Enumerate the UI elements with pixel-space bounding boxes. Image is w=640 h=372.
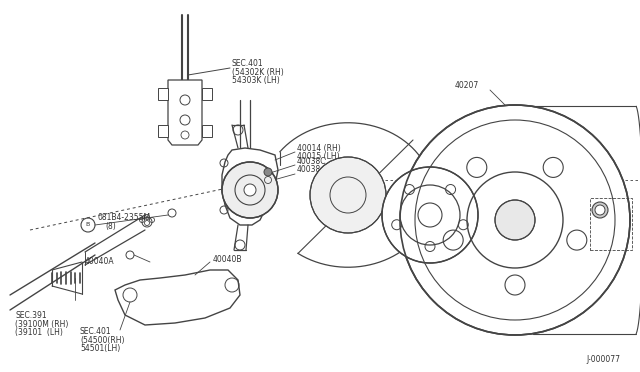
Text: 40015 (LH): 40015 (LH) [297, 153, 340, 161]
Polygon shape [115, 270, 240, 325]
Polygon shape [222, 148, 278, 225]
Polygon shape [168, 80, 202, 145]
Text: SEC. 440: SEC. 440 [417, 158, 451, 167]
Text: (41151M): (41151M) [417, 167, 454, 176]
Text: (54302K (RH): (54302K (RH) [232, 67, 284, 77]
Text: J-000077: J-000077 [586, 356, 620, 365]
Text: 40202M: 40202M [432, 182, 463, 190]
Text: 54303K (LH): 54303K (LH) [232, 76, 280, 84]
Text: (39100M (RH): (39100M (RH) [15, 321, 68, 330]
Polygon shape [202, 88, 212, 100]
Circle shape [495, 200, 535, 240]
Text: 40040A: 40040A [85, 257, 115, 266]
Text: (54500(RH): (54500(RH) [80, 336, 125, 344]
Circle shape [400, 105, 630, 335]
Text: (8): (8) [105, 222, 116, 231]
Text: 40207: 40207 [455, 80, 479, 90]
Circle shape [244, 184, 256, 196]
Polygon shape [158, 125, 168, 137]
Circle shape [264, 168, 272, 176]
Circle shape [592, 202, 608, 218]
Circle shape [595, 205, 605, 215]
Polygon shape [158, 88, 168, 100]
Circle shape [382, 167, 478, 263]
Text: 40014 (RH): 40014 (RH) [297, 144, 340, 153]
Text: 40038: 40038 [297, 166, 321, 174]
Text: 40038C: 40038C [297, 157, 326, 166]
Text: B: B [86, 222, 90, 228]
Text: (39101  (LH): (39101 (LH) [15, 328, 63, 337]
Text: SEC.391: SEC.391 [15, 311, 47, 320]
Text: SEC.401: SEC.401 [80, 327, 111, 337]
Text: 40262: 40262 [572, 199, 596, 208]
Text: 40040B: 40040B [213, 256, 243, 264]
Text: 40222: 40222 [407, 214, 431, 222]
Text: 40262A: 40262A [572, 208, 602, 217]
Circle shape [310, 157, 386, 233]
Polygon shape [202, 125, 212, 137]
Text: SEC.401: SEC.401 [232, 58, 264, 67]
Text: 54501(LH): 54501(LH) [80, 343, 120, 353]
Circle shape [222, 162, 278, 218]
Text: 081B4-2355M: 081B4-2355M [97, 214, 150, 222]
